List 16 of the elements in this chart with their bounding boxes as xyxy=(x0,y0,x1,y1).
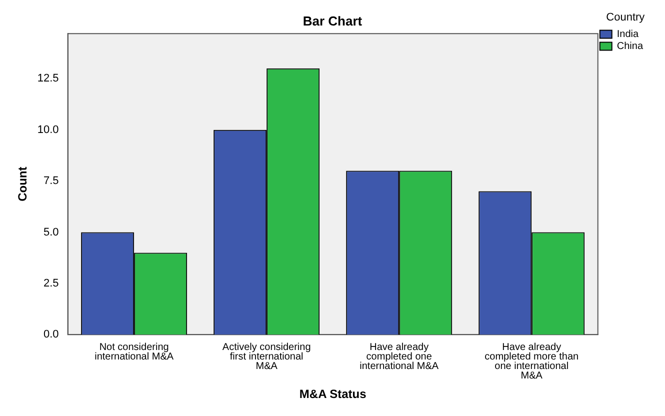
legend-label: India xyxy=(616,28,639,40)
legend-title: Country xyxy=(606,12,646,24)
legend-label: China xyxy=(616,40,644,52)
y-tick-label: 12.5 xyxy=(37,72,59,85)
x-tick-label: Have already completed one international M&A xyxy=(360,342,439,372)
y-tick-label: 0.0 xyxy=(44,328,59,341)
y-tick-label: 10.0 xyxy=(37,124,59,136)
chart-title: Bar Chart xyxy=(302,13,363,28)
y-tick-label: 5.0 xyxy=(44,226,59,238)
x-tick-label: Actively considering first international M&A xyxy=(222,342,311,372)
x-axis-title: M&A Status xyxy=(299,387,367,402)
y-tick-label: 7.5 xyxy=(44,175,59,188)
y-axis-title: Count xyxy=(16,166,30,202)
x-tick-label: Have already completed more than one international M&A xyxy=(484,342,579,382)
y-tick-label: 2.5 xyxy=(44,277,59,290)
x-tick-label: Not considering international M&A xyxy=(94,342,174,363)
